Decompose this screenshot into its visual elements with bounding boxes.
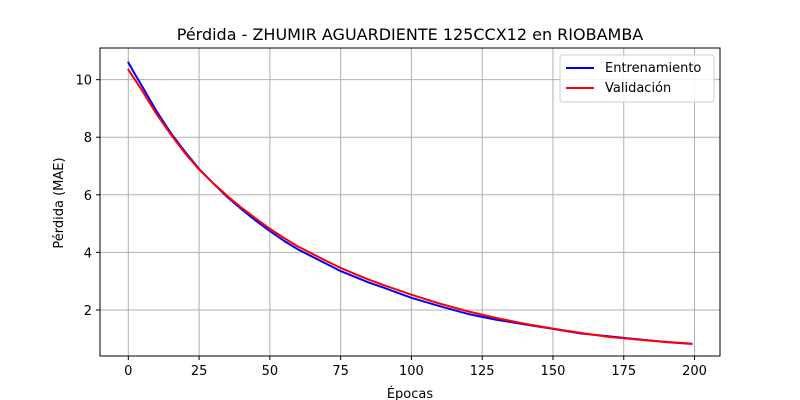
x-tick-label: 125 — [470, 364, 495, 379]
plot-frame — [99, 47, 721, 357]
x-tick-label: 75 — [332, 364, 349, 379]
x-tick-label: 175 — [611, 364, 636, 379]
x-tick-label: 25 — [191, 364, 208, 379]
y-tick-label: 2 — [84, 304, 92, 319]
y-axis-title: Pérdida (MAE) — [52, 157, 67, 248]
legend-box — [559, 54, 715, 103]
y-gridlines — [100, 79, 720, 311]
x-axis-ticks: 0 25 50 75 100 125 150 175 200 — [124, 356, 707, 379]
x-tick-label: 50 — [262, 364, 279, 379]
series-line-validacion — [127, 68, 693, 345]
y-axis-ticks: 2 4 6 8 10 — [75, 74, 100, 319]
y-tick-label: 8 — [84, 131, 92, 146]
x-tick-label: 0 — [124, 364, 132, 379]
y-tick-label: 4 — [84, 246, 92, 261]
x-tick-label: 100 — [399, 364, 424, 379]
legend-label-entrenamiento: Entrenamiento — [605, 61, 701, 76]
y-tick-label: 10 — [75, 74, 92, 89]
legend-label-validacion: Validación — [605, 81, 671, 96]
legend: Entrenamiento Validación — [559, 54, 715, 103]
y-tick-label: 6 — [84, 189, 92, 204]
chart-title: Pérdida - ZHUMIR AGUARDIENTE 125CCX12 en… — [177, 25, 644, 44]
x-tick-label: 200 — [682, 364, 707, 379]
x-tick-label: 150 — [541, 364, 566, 379]
series-lines — [127, 61, 693, 345]
x-axis-title: Épocas — [387, 386, 434, 400]
